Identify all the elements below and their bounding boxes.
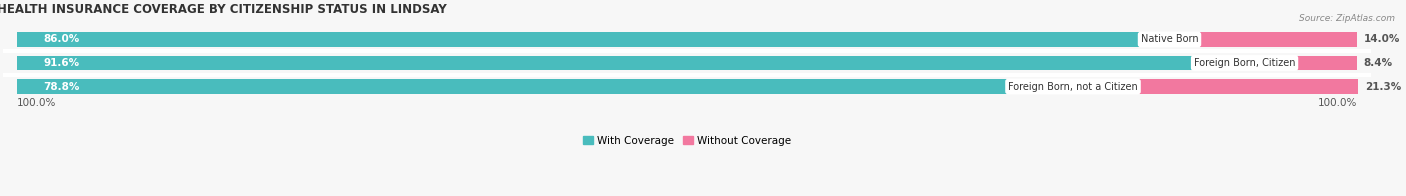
Bar — [17, 32, 1170, 47]
Text: 91.6%: 91.6% — [44, 58, 80, 68]
Text: 86.0%: 86.0% — [44, 34, 80, 44]
Bar — [17, 32, 1357, 47]
Bar — [1073, 79, 1358, 94]
Bar — [17, 56, 1357, 70]
Text: Foreign Born, not a Citizen: Foreign Born, not a Citizen — [1008, 82, 1137, 92]
Text: 8.4%: 8.4% — [1364, 58, 1393, 68]
Text: 21.3%: 21.3% — [1365, 82, 1402, 92]
Text: Foreign Born, Citizen: Foreign Born, Citizen — [1194, 58, 1295, 68]
Bar — [1170, 32, 1357, 47]
Text: 78.8%: 78.8% — [44, 82, 80, 92]
Text: 100.0%: 100.0% — [1317, 98, 1357, 108]
Text: Source: ZipAtlas.com: Source: ZipAtlas.com — [1299, 14, 1395, 23]
Text: Native Born: Native Born — [1140, 34, 1198, 44]
Bar — [17, 79, 1073, 94]
Bar — [17, 56, 1244, 70]
Bar — [17, 79, 1357, 94]
Text: 100.0%: 100.0% — [17, 98, 56, 108]
Text: 14.0%: 14.0% — [1364, 34, 1400, 44]
Bar — [1244, 56, 1357, 70]
Legend: With Coverage, Without Coverage: With Coverage, Without Coverage — [578, 132, 796, 150]
Text: HEALTH INSURANCE COVERAGE BY CITIZENSHIP STATUS IN LINDSAY: HEALTH INSURANCE COVERAGE BY CITIZENSHIP… — [0, 4, 446, 16]
